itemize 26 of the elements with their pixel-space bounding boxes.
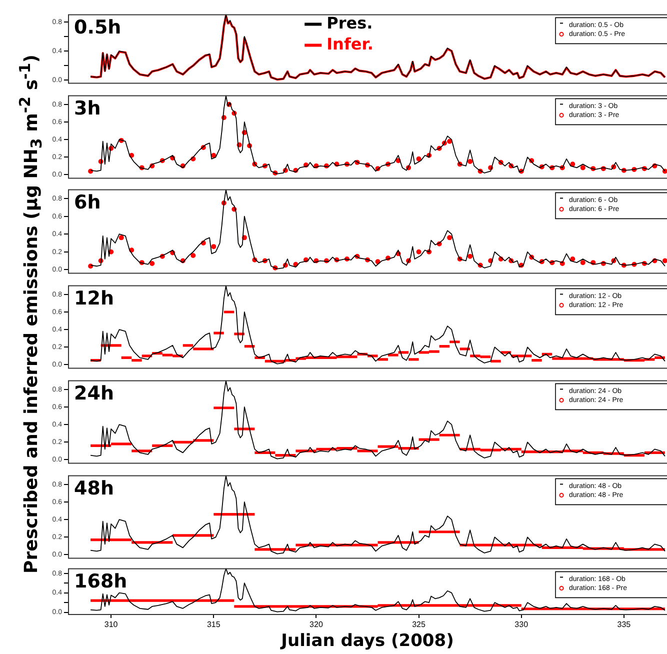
point [190, 252, 196, 258]
point [211, 244, 216, 250]
point [118, 235, 124, 240]
chart-title: 6h [74, 192, 101, 214]
chart-title: 48h [74, 478, 114, 500]
point [570, 256, 576, 262]
x-tick-label: 320 [310, 620, 324, 630]
x-tick-label: 325 [412, 620, 426, 630]
point [468, 254, 473, 259]
annotation: Pres. [326, 13, 373, 32]
x-tick-label: 315 [206, 620, 221, 630]
x-tick-label: 335 [617, 620, 632, 630]
point [416, 249, 422, 254]
chart-title: 12h [74, 288, 114, 310]
x-axis-title: Julian days (2008) [280, 631, 454, 652]
x-tick-label: 330 [514, 620, 529, 630]
point [150, 260, 155, 266]
point [662, 258, 667, 264]
chart-title: 3h [74, 98, 101, 120]
annotation: Infer. [326, 34, 374, 54]
point [580, 260, 586, 266]
chart-title: 0.5h [74, 16, 122, 39]
chart-title: 168h [74, 570, 128, 593]
x-tick-label: 310 [104, 620, 118, 630]
chart-title: 24h [74, 382, 114, 405]
point [447, 235, 452, 240]
